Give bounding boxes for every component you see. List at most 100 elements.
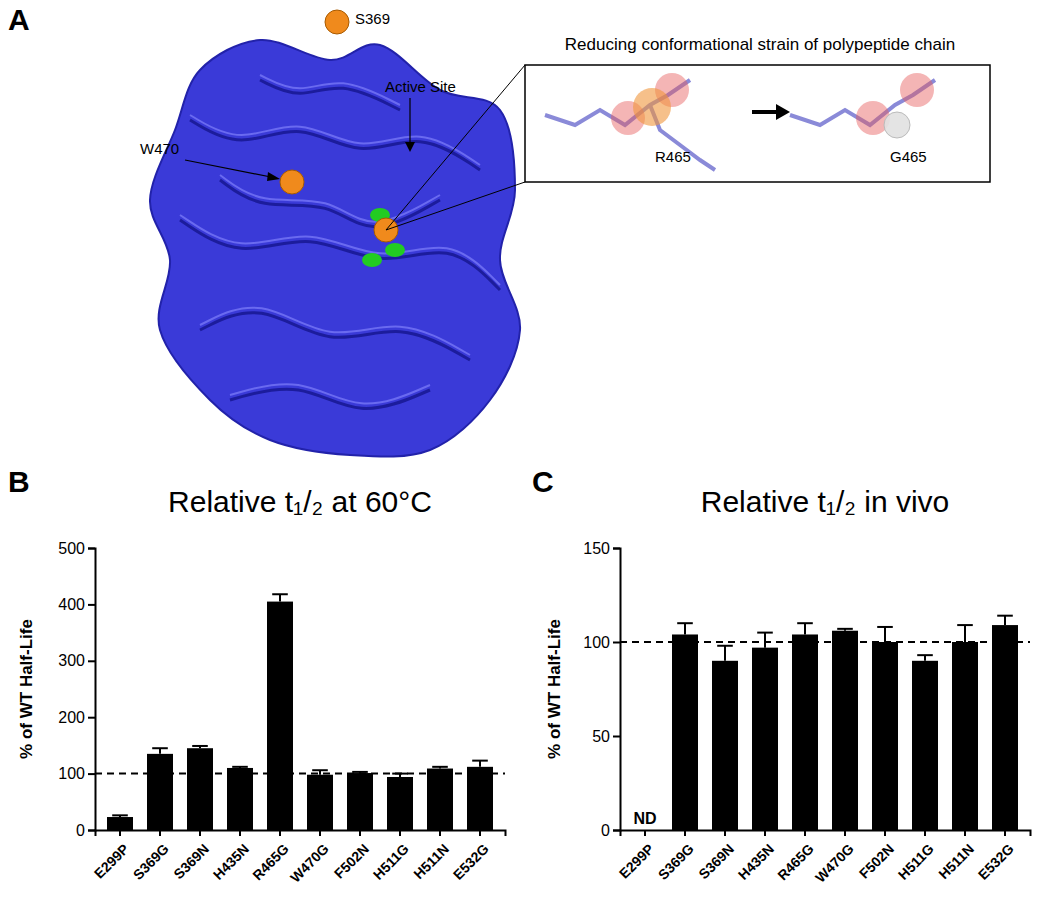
x-tick-mark xyxy=(844,830,846,836)
x-tick-label: H435N xyxy=(735,841,777,883)
x-tick-label: R465G xyxy=(249,841,292,884)
y-tick-label: 300 xyxy=(58,652,85,669)
error-cap xyxy=(192,745,208,747)
x-tick-label: S369G xyxy=(130,841,172,883)
x-tick-mark xyxy=(1004,830,1006,836)
y-tick: 400 xyxy=(58,596,95,613)
x-tick: H511G xyxy=(370,830,412,883)
x-tick-mark xyxy=(644,830,646,836)
x-tick-label: W470G xyxy=(287,841,332,886)
x-tick: H511N xyxy=(410,830,452,882)
error-cap xyxy=(877,626,893,628)
x-tick-mark xyxy=(764,830,766,836)
ribbon-highlight xyxy=(220,175,440,222)
y-axis-line xyxy=(613,549,621,831)
axis-title: % of WT Half-Life xyxy=(17,619,36,759)
y-tick: 0 xyxy=(601,822,620,839)
y-tick-label: 0 xyxy=(601,822,610,839)
x-tick-label: E299P xyxy=(616,841,657,882)
x-tick-mark xyxy=(479,830,481,836)
structure-label: S369 xyxy=(355,10,390,27)
error-cap xyxy=(152,747,168,749)
bar xyxy=(912,661,938,830)
x-tick-label: F502N xyxy=(856,841,897,882)
r465-sphere xyxy=(633,88,671,126)
y-tick-label: 400 xyxy=(58,596,85,613)
bar xyxy=(187,748,213,830)
x-tick-mark xyxy=(319,830,321,836)
ribbon xyxy=(200,313,470,360)
chart: Relative t₁/₂ in vivo% of WT Half-Life05… xyxy=(545,485,1031,886)
x-tick-mark xyxy=(724,830,726,836)
y-tick-mark xyxy=(88,830,95,832)
y-tick-label: 50 xyxy=(592,728,610,745)
x-tick-label: E532G xyxy=(975,841,1017,883)
x-tick: F502N xyxy=(856,830,897,882)
error-cap xyxy=(472,760,488,762)
x-tick-mark xyxy=(239,830,241,836)
bar xyxy=(712,661,738,830)
error-cap xyxy=(112,814,128,816)
x-tick-mark xyxy=(279,830,281,836)
x-tick-label: S369N xyxy=(170,841,212,883)
structure-label: Active Site xyxy=(385,78,456,95)
bar xyxy=(267,602,293,830)
error-cap xyxy=(957,624,973,626)
x-axis-line xyxy=(621,831,1031,837)
error-bar xyxy=(884,627,886,642)
x-tick: E532G xyxy=(975,830,1017,883)
error-cap xyxy=(997,615,1013,617)
x-tick: H435N xyxy=(735,830,777,883)
x-axis: E299PS369GS369NH435NR465GW470GF502NH511G… xyxy=(616,830,1031,886)
y-tick: 0 xyxy=(76,822,95,839)
bar xyxy=(427,769,453,830)
chart-title: Relative t₁/₂ in vivo xyxy=(701,485,950,518)
error-cap xyxy=(757,632,773,634)
error-cap xyxy=(797,622,813,624)
y-axis: 050100150 xyxy=(583,540,620,839)
x-tick: H511N xyxy=(935,830,977,882)
x-tick-label: S369N xyxy=(695,841,737,883)
x-tick-mark xyxy=(924,830,926,836)
y-tick-mark xyxy=(613,830,620,832)
bar xyxy=(467,767,493,830)
x-tick-label: H511G xyxy=(895,841,937,883)
error-cap xyxy=(432,766,448,768)
x-tick-label: W470G xyxy=(812,841,857,886)
chart-title: Relative t₁/₂ at 60°C xyxy=(168,485,432,518)
x-tick: W470G xyxy=(812,830,857,886)
x-tick: H435N xyxy=(210,830,252,883)
y-tick-label: 500 xyxy=(58,540,85,557)
x-tick: E299P xyxy=(91,830,132,882)
error-bar xyxy=(1004,616,1006,625)
reference-line xyxy=(95,773,505,775)
x-tick-mark xyxy=(199,830,201,836)
bar xyxy=(307,775,333,830)
y-tick-mark xyxy=(613,548,620,550)
error-bar xyxy=(684,623,686,634)
protein-surface xyxy=(150,40,520,457)
ribbon-highlight xyxy=(200,308,470,355)
x-tick: F502N xyxy=(331,830,372,882)
bar xyxy=(227,768,253,830)
y-tick-mark xyxy=(88,548,95,550)
pointer xyxy=(185,160,276,178)
inset-frame xyxy=(525,65,990,182)
error-bar xyxy=(279,594,281,601)
x-tick-label: H435N xyxy=(210,841,252,883)
y-tick-mark xyxy=(613,736,620,738)
x-tick-mark xyxy=(804,830,806,836)
x-tick-mark xyxy=(159,830,161,836)
error-cap xyxy=(917,654,933,656)
inset-connector xyxy=(386,65,525,230)
x-tick-label: E532G xyxy=(450,841,492,883)
x-tick: E299P xyxy=(616,830,657,882)
pointer-head xyxy=(267,172,280,181)
y-tick-label: 0 xyxy=(76,822,85,839)
x-tick-mark xyxy=(684,830,686,836)
chart: Relative t₁/₂ at 60°C% of WT Half-Life01… xyxy=(17,485,506,886)
bar xyxy=(347,773,373,830)
plot-area xyxy=(95,594,505,830)
error-cap xyxy=(837,628,853,630)
inset-label: G465 xyxy=(890,148,927,165)
